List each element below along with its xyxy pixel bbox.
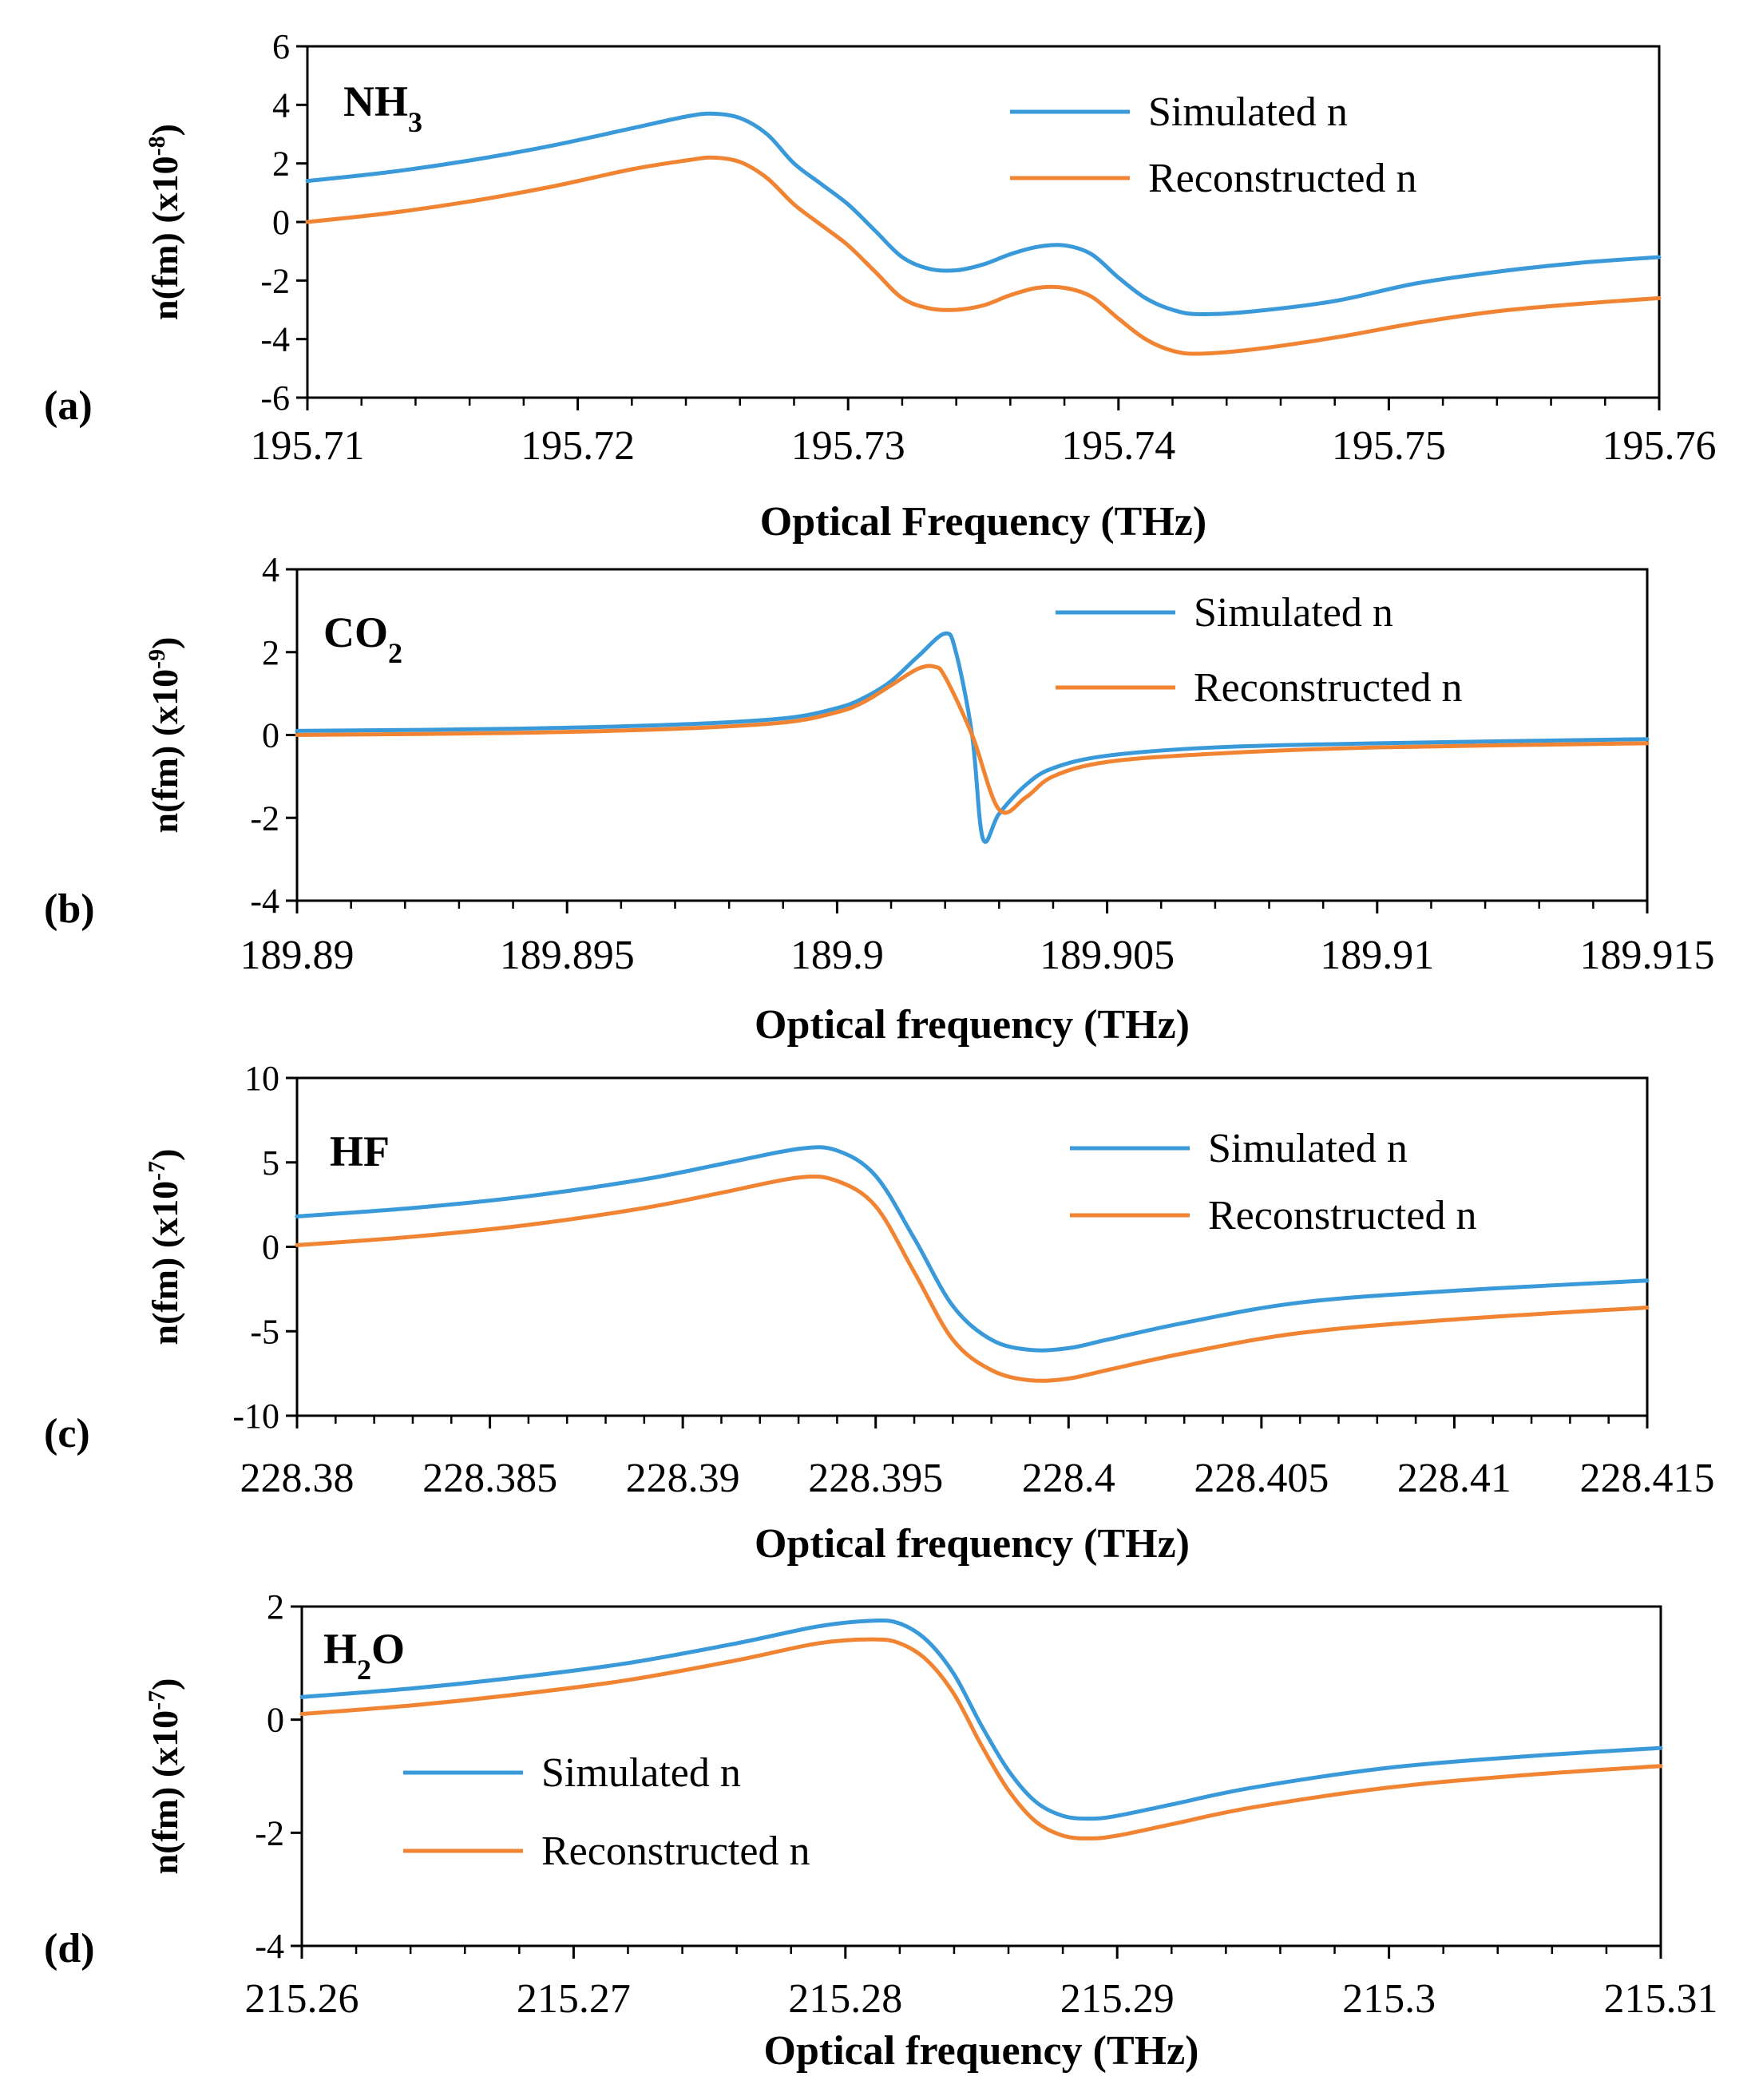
- panel-label: (d): [44, 1926, 95, 1971]
- x-tick-label: 195.73: [791, 423, 905, 469]
- molecule-label: HF: [330, 1127, 390, 1175]
- x-tick-label: 228.385: [422, 1456, 557, 1501]
- legend-label-reconstructed: Reconstructed n: [1148, 156, 1416, 201]
- x-axis-label: Optical frequency (THz): [755, 1002, 1190, 1048]
- x-tick-label: 189.9: [790, 933, 884, 978]
- x-tick-label: 195.72: [521, 423, 635, 469]
- y-tick-label: -10: [232, 1397, 279, 1436]
- x-axis-label: Optical frequency (THz): [764, 2028, 1199, 2074]
- molecule-label: H2O: [323, 1625, 405, 1686]
- panel-label: (b): [44, 886, 95, 932]
- x-tick-label: 215.28: [788, 1976, 902, 2022]
- series-line-reconstructed: [299, 1637, 1663, 1840]
- x-tick-label: 215.31: [1604, 1976, 1718, 2022]
- y-tick-label: -4: [250, 882, 279, 921]
- x-tick-label: 228.38: [240, 1456, 355, 1501]
- x-tick-label: 228.395: [808, 1456, 943, 1501]
- legend-label-reconstructed: Reconstructed n: [1194, 665, 1462, 711]
- y-tick-label: 0: [262, 1228, 279, 1267]
- x-tick-label: 195.75: [1332, 423, 1446, 469]
- x-tick-label: 228.41: [1397, 1456, 1511, 1501]
- legend-label-reconstructed: Reconstructed n: [541, 1829, 810, 1874]
- x-tick-label: 189.905: [1040, 933, 1175, 978]
- x-tick-label: 215.29: [1060, 1976, 1175, 2022]
- plot-frame: [300, 1605, 1662, 1947]
- y-tick-label: 2: [267, 1587, 284, 1627]
- y-axis-label: n(fm) (x10-7): [144, 1148, 186, 1345]
- y-tick-label: 6: [272, 27, 290, 66]
- y-tick-label: 0: [262, 716, 279, 755]
- y-axis-label: n(fm) (x10-9): [144, 636, 186, 833]
- y-tick-label: -5: [250, 1312, 279, 1351]
- x-tick-label: 228.415: [1580, 1456, 1715, 1501]
- x-tick-label: 195.71: [251, 423, 365, 469]
- x-axis-label: Optical Frequency (THz): [760, 499, 1206, 545]
- x-tick-label: 189.91: [1320, 933, 1434, 978]
- y-tick-label: -2: [260, 261, 290, 300]
- x-tick-label: 189.895: [500, 933, 635, 978]
- molecule-label: NH3: [343, 77, 422, 138]
- y-axis-label: n(fm) (x10-7): [144, 1678, 186, 1874]
- y-tick-label: 0: [272, 203, 290, 242]
- x-axis-label: Optical frequency (THz): [755, 1521, 1190, 1567]
- plot-frame: [295, 1076, 1649, 1417]
- legend-label-simulated: Simulated n: [1148, 89, 1348, 135]
- series-line-simulated: [295, 1145, 1650, 1353]
- x-tick-label: 189.915: [1580, 933, 1715, 978]
- x-tick-label: 215.26: [245, 1976, 359, 2022]
- y-tick-label: -6: [260, 378, 290, 418]
- series-line-simulated: [295, 631, 1650, 844]
- y-tick-label: 10: [244, 1059, 279, 1098]
- x-tick-label: 228.4: [1022, 1456, 1115, 1501]
- y-tick-label: 2: [262, 633, 279, 672]
- y-tick-label: -4: [260, 320, 290, 359]
- panel-label: (a): [44, 383, 93, 429]
- chart-panel-b: -4 -2 0 2 4 189.89 189.895 189.9 189.905 189.91 18…: [44, 550, 1715, 1048]
- chart-panel-d: -4 -2 0 2 215.26 215.27 215.28 215.29 215.3 215.3…: [44, 1587, 1718, 2074]
- y-tick-label: 4: [272, 85, 290, 125]
- legend-label-simulated: Simulated n: [1208, 1126, 1408, 1171]
- series-line-simulated: [305, 111, 1662, 317]
- panel-label: (c): [44, 1411, 90, 1456]
- y-tick-label: 2: [272, 145, 290, 184]
- legend-label-reconstructed: Reconstructed n: [1208, 1193, 1476, 1238]
- series-line-reconstructed: [295, 1174, 1650, 1383]
- y-tick-label: 4: [262, 550, 279, 589]
- chart-panel-a: -6 -4 -2 0 2 4 6 195.71 195.72 195.73 195.74 195.75…: [44, 27, 1717, 545]
- series-line-simulated: [299, 1618, 1663, 1821]
- y-tick-label: -4: [255, 1927, 284, 1966]
- legend-label-simulated: Simulated n: [541, 1750, 741, 1796]
- y-axis-label: n(fm) (x10-8): [144, 124, 186, 320]
- y-tick-label: 0: [267, 1701, 284, 1740]
- x-tick-label: 228.405: [1194, 1456, 1329, 1501]
- x-tick-label: 215.27: [517, 1976, 631, 2022]
- series-line-reconstructed: [305, 155, 1662, 356]
- plot-frame: [306, 45, 1661, 399]
- y-tick-label: -2: [255, 1813, 284, 1852]
- chart-panel-c: -10 -5 0 5 10 228.38 228.385 228.39 228.395 228.4…: [44, 1059, 1715, 1567]
- y-tick-label: 5: [262, 1143, 279, 1183]
- series-line-reconstructed: [295, 664, 1650, 815]
- x-tick-label: 189.89: [240, 933, 355, 978]
- x-tick-label: 195.76: [1602, 423, 1717, 469]
- x-tick-label: 228.39: [626, 1456, 740, 1501]
- x-tick-label: 195.74: [1061, 423, 1175, 469]
- y-tick-label: -2: [250, 798, 279, 838]
- legend-label-simulated: Simulated n: [1194, 590, 1393, 636]
- molecule-label: CO2: [323, 608, 402, 669]
- x-tick-label: 215.3: [1342, 1976, 1436, 2022]
